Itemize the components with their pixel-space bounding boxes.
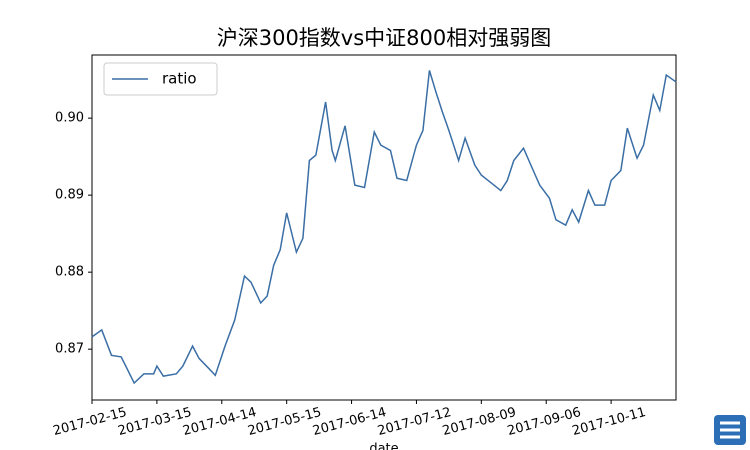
- x-tick-label: 2017-07-12: [376, 405, 453, 439]
- x-tick-label: 2017-10-11: [571, 405, 648, 439]
- x-tick-label: 2017-03-15: [116, 405, 193, 439]
- x-tick-label: 2017-04-14: [181, 405, 258, 439]
- x-tick-label: 2017-06-14: [311, 405, 388, 439]
- legend-label: ratio: [162, 70, 197, 88]
- y-tick-label: 0.89: [55, 188, 84, 203]
- y-tick-label: 0.90: [55, 111, 84, 126]
- y-tick-label: 0.88: [55, 265, 84, 280]
- logo: [714, 415, 746, 445]
- chart-title: 沪深300指数vs中证800相对强弱图: [217, 26, 552, 50]
- line-series: [91, 70, 677, 385]
- plot-frame: [91, 54, 677, 401]
- legend-box: [103, 62, 218, 96]
- x-tick-label: 2017-02-15: [52, 405, 129, 439]
- x-tick-label: 2017-05-15: [246, 405, 323, 439]
- x-tick-label: 2017-09-06: [506, 405, 583, 439]
- y-tick-label: 0.87: [55, 342, 84, 357]
- x-axis-label: date: [369, 442, 398, 450]
- x-tick-label: 2017-08-09: [441, 405, 518, 439]
